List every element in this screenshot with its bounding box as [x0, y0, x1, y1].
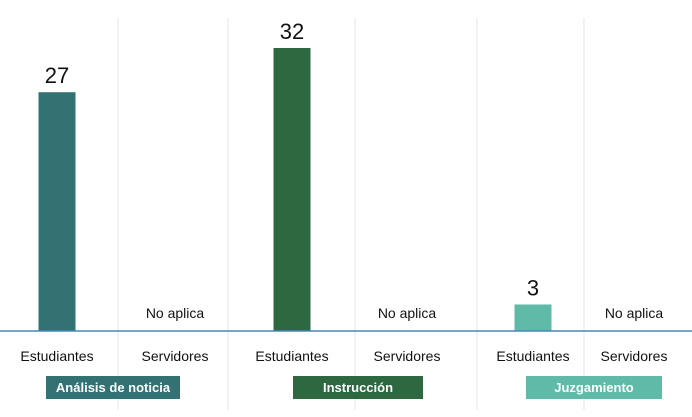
not-applicable-label: No aplica [605, 305, 664, 321]
not-applicable-label: No aplica [378, 305, 437, 321]
not-applicable-label: No aplica [146, 305, 205, 321]
bar-juzgamiento-estudiantes [514, 304, 552, 331]
gridlines [117, 18, 585, 410]
group-label: Análisis de noticia [56, 380, 171, 395]
x-tick-label: Servidores [142, 348, 209, 364]
x-tick-label: Estudiantes [20, 348, 93, 364]
data-label: 27 [45, 63, 69, 88]
labels: 27 Estudiantes No aplica Servidores 32 Estudi… [20, 19, 667, 364]
group-labels: Análisis de noticia Instrucción Juzgamient… [46, 376, 662, 399]
group-label-box [46, 376, 180, 399]
group-label: Instrucción [323, 380, 393, 395]
data-label: 32 [280, 19, 304, 44]
x-tick-label: Servidores [601, 348, 668, 364]
data-label: 3 [527, 275, 539, 300]
group-label-box [526, 376, 662, 399]
bar-instrucci-n-estudiantes [273, 48, 311, 331]
x-tick-label: Estudiantes [255, 348, 328, 364]
bar-an-lisis-de-noticia-estudiantes [38, 92, 76, 331]
group-label-box [293, 376, 423, 399]
x-tick-label: Estudiantes [496, 348, 569, 364]
x-tick-label: Servidores [374, 348, 441, 364]
bars [38, 48, 552, 331]
group-label: Juzgamiento [554, 380, 634, 395]
